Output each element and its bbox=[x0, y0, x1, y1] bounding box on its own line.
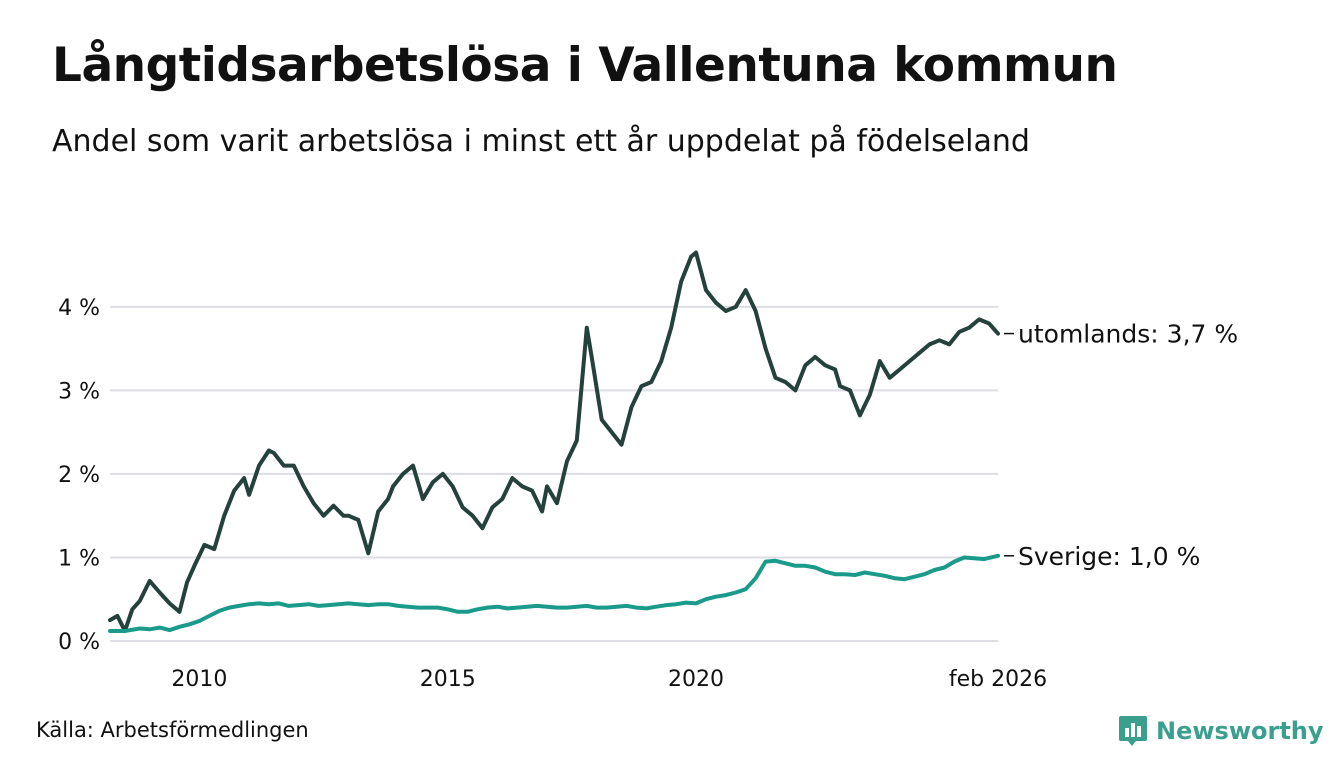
y-tick-label: 0 % bbox=[58, 630, 100, 655]
series-lines bbox=[108, 250, 1000, 633]
x-axis-ticks: 2010 2015 2020 feb 2026 bbox=[171, 667, 1047, 692]
chart-subtitle: Andel som varit arbetslösa i minst ett å… bbox=[52, 124, 1030, 159]
x-tick-label: feb 2026 bbox=[949, 667, 1047, 692]
end-label-sverige: Sverige: 1,0 % bbox=[1018, 542, 1200, 571]
series-end-labels: utomlands: 3,7 % Sverige: 1,0 % bbox=[1004, 320, 1238, 571]
y-tick-label: 2 % bbox=[58, 463, 100, 488]
y-tick-label: 3 % bbox=[58, 379, 100, 404]
chart-title: Långtidsarbetslösa i Vallentuna kommun bbox=[52, 38, 1118, 93]
y-axis-ticks: 0 % 1 % 2 % 3 % 4 % bbox=[58, 296, 100, 655]
grid-lines bbox=[110, 305, 998, 642]
end-label-utomlands: utomlands: 3,7 % bbox=[1018, 320, 1238, 349]
series-line-sverige bbox=[108, 553, 1000, 633]
y-tick-label: 4 % bbox=[58, 296, 100, 321]
series-line-utomlands bbox=[108, 250, 1000, 633]
newsworthy-chart-icon bbox=[1119, 716, 1147, 746]
brand-name: Newsworthy bbox=[1156, 717, 1324, 745]
x-tick-label: 2015 bbox=[420, 667, 476, 692]
x-tick-label: 2020 bbox=[668, 667, 724, 692]
y-tick-label: 1 % bbox=[58, 546, 100, 571]
brand-logo: Newsworthy bbox=[1118, 714, 1324, 748]
x-tick-label: 2010 bbox=[171, 667, 227, 692]
source-note: Källa: Arbetsförmedlingen bbox=[36, 718, 309, 742]
